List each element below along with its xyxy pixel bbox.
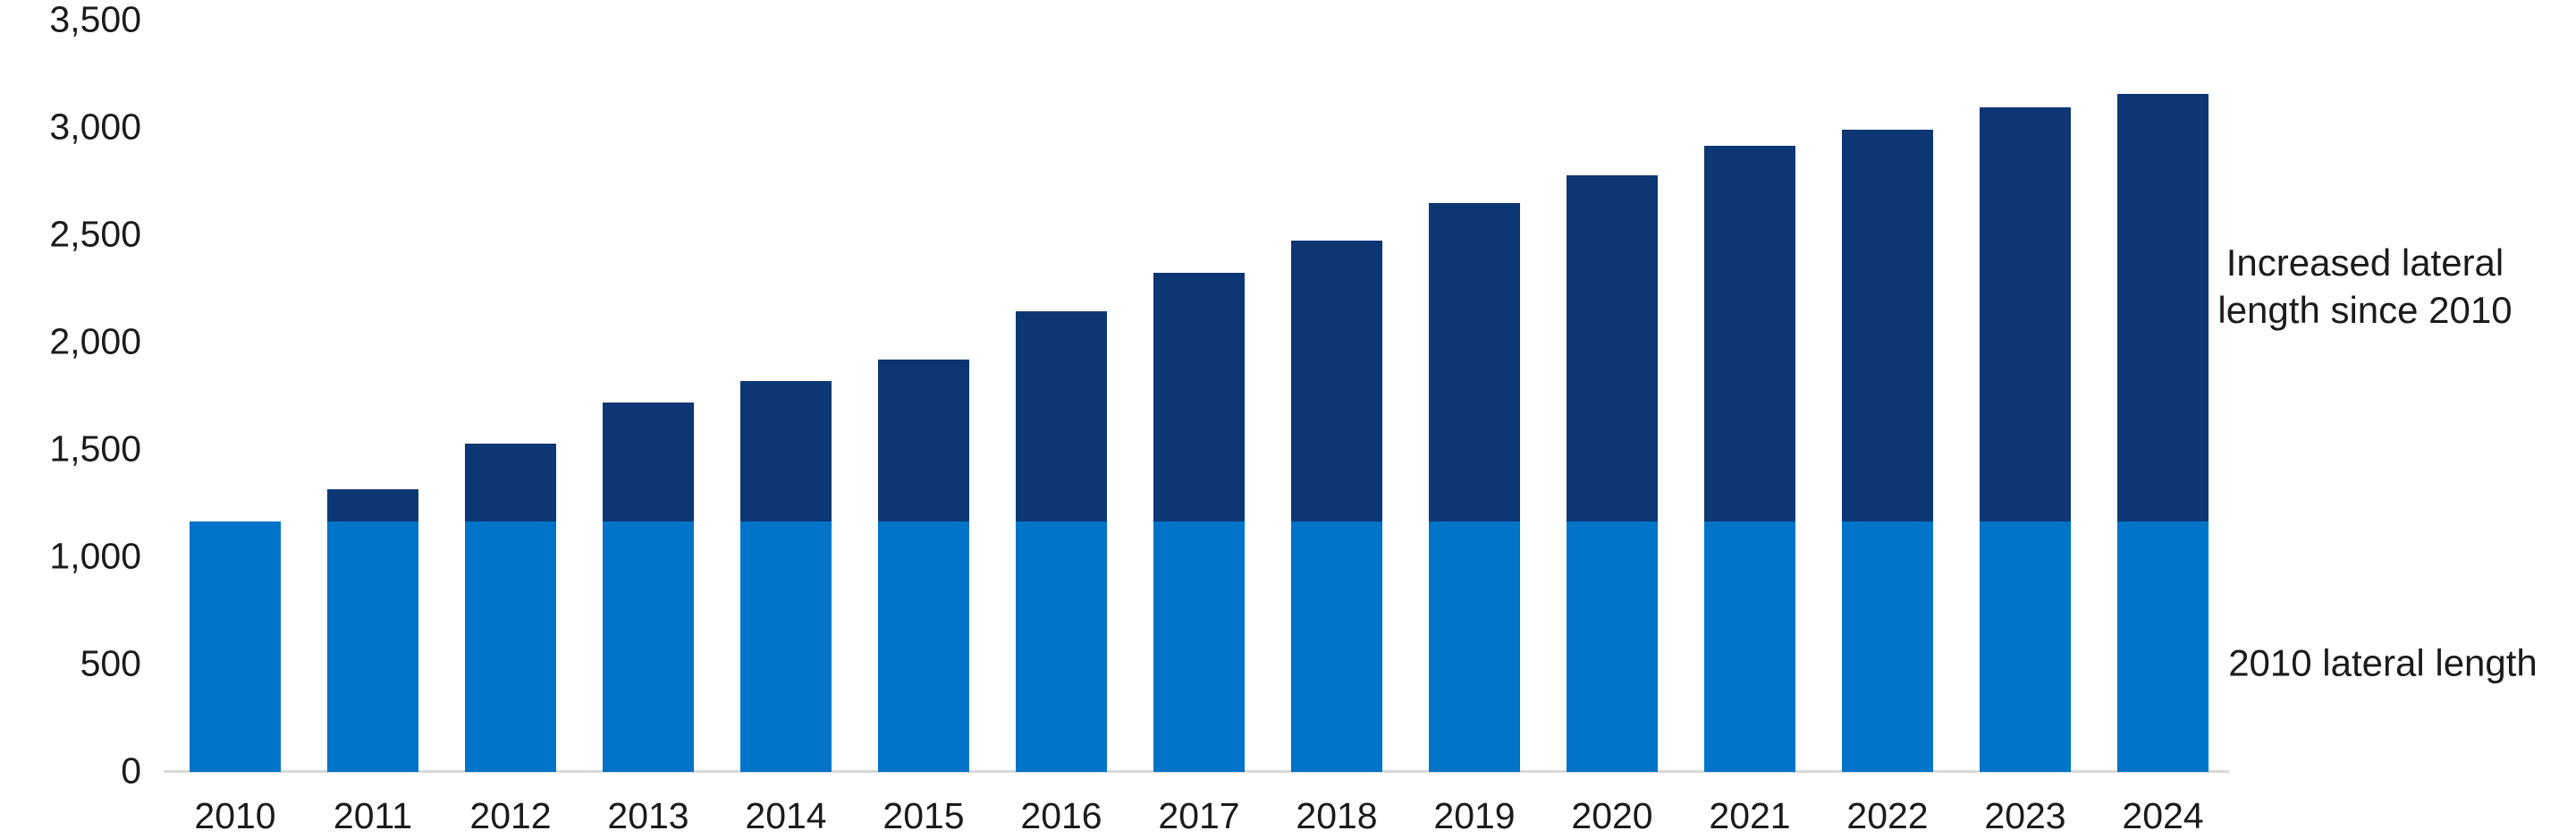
y-axis-tick-label: 2,500 bbox=[49, 213, 141, 255]
bar-2022 bbox=[1842, 130, 1933, 772]
bar-segment-base bbox=[1567, 521, 1658, 772]
bar-segment-increase bbox=[1016, 311, 1107, 522]
annotation-line: length since 2010 bbox=[2217, 289, 2513, 331]
bar-2021 bbox=[1704, 146, 1795, 772]
x-axis-label: 2018 bbox=[1296, 795, 1378, 836]
bar-2016 bbox=[1016, 311, 1107, 772]
bar-segment-increase bbox=[2117, 93, 2209, 522]
bar-2015 bbox=[878, 360, 969, 772]
bar-segment-increase bbox=[1291, 241, 1382, 522]
bar-segment-increase bbox=[1842, 130, 1933, 522]
bar-segment-base bbox=[2117, 521, 2209, 772]
x-axis-label: 2021 bbox=[1709, 795, 1791, 836]
bar-segment-base bbox=[1980, 521, 2071, 772]
x-axis-label: 2012 bbox=[469, 795, 552, 836]
bar-segment-increase bbox=[1980, 107, 2071, 522]
bar-segment-base bbox=[1704, 521, 1795, 772]
x-axis-label: 2020 bbox=[1571, 795, 1653, 836]
bar-2023 bbox=[1980, 107, 2071, 772]
y-axis-tick-label: 3,000 bbox=[49, 106, 141, 148]
bar-segment-base bbox=[1429, 521, 1520, 772]
x-axis-label: 2023 bbox=[1984, 795, 2066, 836]
bar-2010 bbox=[190, 521, 281, 772]
bar-2019 bbox=[1429, 203, 1520, 772]
annotation-line: Increased lateral bbox=[2225, 242, 2504, 284]
bar-segment-base bbox=[465, 521, 556, 772]
x-axis-label: 2017 bbox=[1158, 795, 1240, 836]
bar-segment-increase bbox=[1429, 203, 1520, 522]
annotation-increased-lateral-length: Increased lateral length since 2010 bbox=[2217, 239, 2512, 334]
bar-2017 bbox=[1153, 273, 1245, 772]
bar-2012 bbox=[465, 443, 556, 772]
bar-segment-base bbox=[740, 521, 832, 772]
bar-2011 bbox=[327, 489, 418, 772]
bar-segment-base bbox=[1153, 521, 1245, 772]
annotation-2010-lateral-length: 2010 lateral length bbox=[2228, 640, 2538, 687]
x-axis-label: 2014 bbox=[745, 795, 827, 836]
bar-segment-increase bbox=[465, 443, 556, 522]
bar-segment-increase bbox=[1704, 146, 1795, 522]
bar-segment-increase bbox=[327, 489, 418, 522]
bar-2013 bbox=[603, 403, 694, 772]
bar-segment-increase bbox=[1567, 174, 1658, 522]
y-axis-tick-label: 1,500 bbox=[49, 428, 141, 470]
bar-segment-base bbox=[1016, 521, 1107, 772]
bar-segment-base bbox=[878, 521, 969, 772]
x-axis-label: 2024 bbox=[2122, 795, 2204, 836]
x-axis-label: 2019 bbox=[1433, 795, 1516, 836]
y-axis-tick-label: 3,500 bbox=[49, 0, 141, 40]
bar-2024 bbox=[2117, 93, 2209, 772]
bar-segment-increase bbox=[740, 381, 832, 522]
y-axis-tick-label: 2,000 bbox=[49, 320, 141, 362]
bar-segment-increase bbox=[603, 403, 694, 522]
bar-2014 bbox=[740, 381, 832, 772]
bar-segment-base bbox=[327, 521, 418, 772]
bar-2020 bbox=[1567, 174, 1658, 772]
bar-segment-increase bbox=[1153, 273, 1245, 522]
bar-segment-base bbox=[1291, 521, 1382, 772]
annotation-line: 2010 lateral length bbox=[2228, 641, 2538, 684]
x-axis-label: 2015 bbox=[883, 795, 965, 836]
bar-segment-base bbox=[190, 521, 281, 772]
x-axis-label: 2011 bbox=[333, 795, 413, 836]
y-axis-tick-label: 1,000 bbox=[49, 535, 141, 577]
x-axis-label: 2016 bbox=[1020, 795, 1102, 836]
bar-segment-base bbox=[603, 521, 694, 772]
bar-segment-increase bbox=[878, 360, 969, 522]
x-axis-label: 2010 bbox=[194, 795, 276, 836]
bar-2018 bbox=[1291, 241, 1382, 772]
x-axis-label: 2013 bbox=[607, 795, 689, 836]
y-axis-tick-label: 500 bbox=[80, 642, 141, 684]
x-axis-label: 2022 bbox=[1846, 795, 1929, 836]
bar-segment-base bbox=[1842, 521, 1933, 772]
y-axis-tick-label: 0 bbox=[121, 750, 141, 792]
